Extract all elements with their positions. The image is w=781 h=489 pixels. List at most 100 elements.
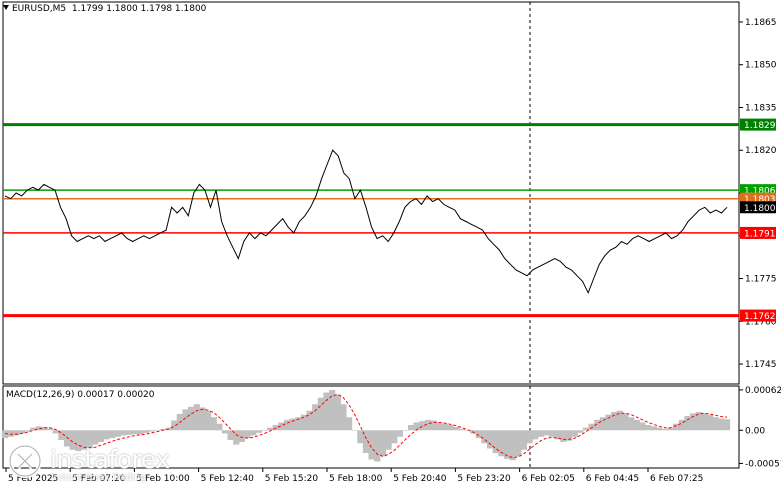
macd-histogram-bar (148, 430, 155, 432)
macd-title: MACD(12,26,9) 0.00017 0.00020 (6, 390, 155, 400)
macd-histogram-bar (690, 413, 697, 431)
macd-histogram-bar (109, 430, 116, 439)
macd-histogram-bar (80, 430, 88, 450)
resistance-1-label-text: 1.1806 (744, 187, 776, 197)
support-1-label-bg (740, 226, 776, 239)
macd-histogram-bar (678, 419, 685, 431)
macd-histogram-bar (188, 406, 195, 431)
macd-histogram-bar (41, 427, 48, 431)
macd-histogram-bar (706, 414, 714, 431)
macd-histogram-bar (611, 412, 618, 431)
macd-histogram-bar (627, 417, 635, 431)
macd-histogram-bar (712, 417, 719, 431)
current-price-label-text: 1.1800 (744, 204, 776, 214)
macd-histogram-bar (413, 422, 420, 431)
macd-histogram-bar (594, 419, 601, 431)
macd-histogram-bar (475, 430, 482, 439)
macd-histogram-bar (120, 430, 127, 436)
macd-histogram-bar (605, 414, 612, 431)
price-panel[interactable] (2, 1, 740, 385)
macd-histogram-bar (114, 430, 121, 437)
macd-histogram-bar (182, 409, 189, 431)
macd-histogram-bar (63, 430, 71, 447)
macd-histogram-bar (329, 389, 336, 431)
macd-histogram-bar (312, 404, 319, 431)
macd-histogram-bar (216, 423, 223, 431)
macd-histogram-bar (125, 430, 133, 435)
macd-histogram-bar (368, 430, 375, 460)
current-price-label-bg (740, 201, 776, 214)
support-1-label: 1.1791 (740, 226, 776, 239)
macd-histogram-bar (723, 419, 731, 431)
macd-histogram-bar (419, 421, 426, 431)
macd-histogram-bar (622, 413, 629, 431)
macd-histogram-bar (515, 430, 522, 457)
macd-histogram-bar (7, 430, 14, 437)
macd-histogram-bar (509, 430, 516, 461)
macd-histogram-bar (233, 430, 240, 445)
chevron-down-icon[interactable] (3, 5, 9, 10)
macd-histogram-bar (684, 415, 691, 431)
macd-histogram-bar (266, 427, 274, 431)
macd-histogram-bar (644, 425, 652, 431)
macd-histogram-bar (137, 430, 144, 435)
time-tick-label: 5 Feb 12:40 (201, 474, 255, 484)
time-tick-label: 5 Feb 10:00 (136, 474, 190, 484)
macd-histogram-bar (424, 419, 432, 431)
symbol-label: EURUSD,M5 (12, 4, 67, 14)
time-tick-label: 5 Feb 07:20 (72, 474, 126, 484)
macd-histogram-bar (362, 430, 370, 454)
macd-histogram-bar (549, 430, 556, 437)
macd-histogram-bar (13, 430, 20, 436)
macd-histogram-bar (616, 410, 623, 431)
price-series (4, 149, 728, 295)
support-2-label: 1.1762 (740, 309, 776, 322)
macd-histogram-bar (374, 430, 381, 462)
ohlc-values: 1.1799 1.1800 1.1798 1.1800 (71, 4, 207, 14)
macd-histogram-bar (278, 422, 285, 431)
macd-histogram-bar (379, 430, 387, 457)
macd-histogram-bar (656, 427, 663, 431)
macd-histogram-bar (650, 426, 657, 431)
macd-histogram-bar (565, 430, 573, 441)
current-ask-label-text: 1.1803 (744, 195, 776, 205)
price-tick-label: 1.1775 (745, 275, 777, 285)
macd-histogram-bar (571, 430, 578, 437)
macd-histogram-bar (261, 430, 268, 431)
symbol-header[interactable]: EURUSD,M5 1.1799 1.1800 1.1798 1.1800 (3, 4, 206, 14)
macd-histogram-bar (464, 430, 471, 431)
macd-histogram-bar (385, 430, 392, 450)
macd-histogram-bar (391, 430, 398, 444)
macd-histogram-bar (204, 410, 212, 431)
macd-histogram-bar (498, 430, 505, 457)
macd-histogram-bar (633, 419, 640, 431)
macd-tick-label: 0.00 (745, 426, 765, 436)
macd-histogram-bar (695, 412, 702, 431)
price-tick-label: 1.1745 (745, 360, 777, 370)
time-axis: 5 Feb 2025 5 Feb 07:20 5 Feb 10:00 5 Feb 12… (5, 468, 703, 484)
macd-histogram-bar (244, 430, 251, 439)
macd-histogram-bar (272, 425, 279, 431)
macd-histogram-bar (283, 419, 291, 431)
macd-histogram-bar (323, 392, 330, 431)
macd-histogram-bar (35, 426, 42, 431)
macd-histogram-bar (503, 430, 511, 459)
macd-histogram-bar (221, 430, 229, 434)
macd-histogram-bar (18, 430, 26, 434)
macd-histogram-bar (520, 430, 528, 450)
support-2-label-bg (740, 309, 776, 322)
macd-histogram-bar (86, 430, 93, 448)
macd-histogram-bar (447, 425, 454, 431)
current-price-label: 1.1800 (740, 201, 776, 214)
resistance-2-label-text: 1.1829 (744, 121, 776, 131)
macd-histogram-bar (52, 430, 59, 434)
time-tick-label: 5 Feb 20:40 (393, 474, 447, 484)
macd-tick-label: 0.00062 (745, 386, 781, 396)
macd-signal-line (4, 393, 728, 459)
macd-histogram-bar (537, 430, 544, 437)
price-tick-label: 1.1820 (745, 146, 777, 156)
macd-histogram-bar (718, 418, 725, 431)
logo-tagline: Instant Forex Trading (51, 473, 146, 483)
